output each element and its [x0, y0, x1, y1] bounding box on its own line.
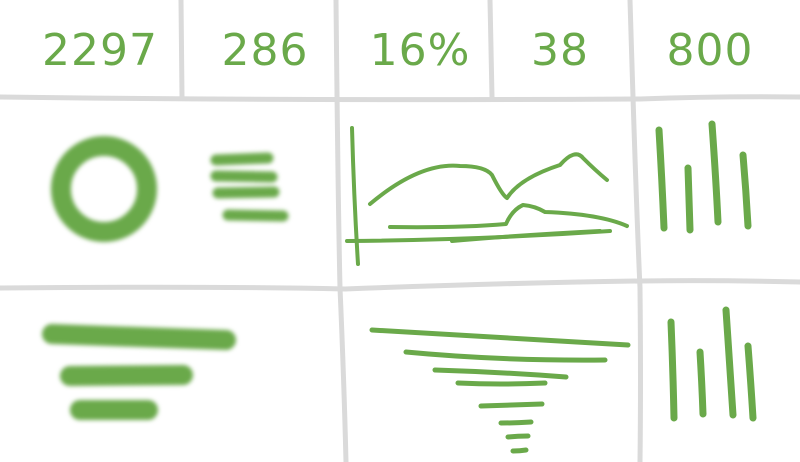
kpi-value-1: 2297 — [42, 24, 158, 76]
line-chart-sketch-icon — [345, 126, 629, 266]
kpi-value-2: 286 — [221, 24, 309, 76]
kpi-value-3: 16% — [369, 24, 471, 76]
kpi-value-4: 38 — [531, 24, 589, 76]
funnel-sketch-icon — [369, 327, 631, 454]
vertical-bars-sketch-icon — [667, 306, 757, 422]
kpi-value-5: 800 — [666, 24, 754, 76]
horizontal-bars-sketch-icon — [42, 324, 236, 420]
vertical-bars-sketch-icon — [655, 120, 752, 234]
stacked-lines-sketch-icon — [210, 152, 289, 222]
donut-chart-sketch-icon — [51, 136, 157, 242]
